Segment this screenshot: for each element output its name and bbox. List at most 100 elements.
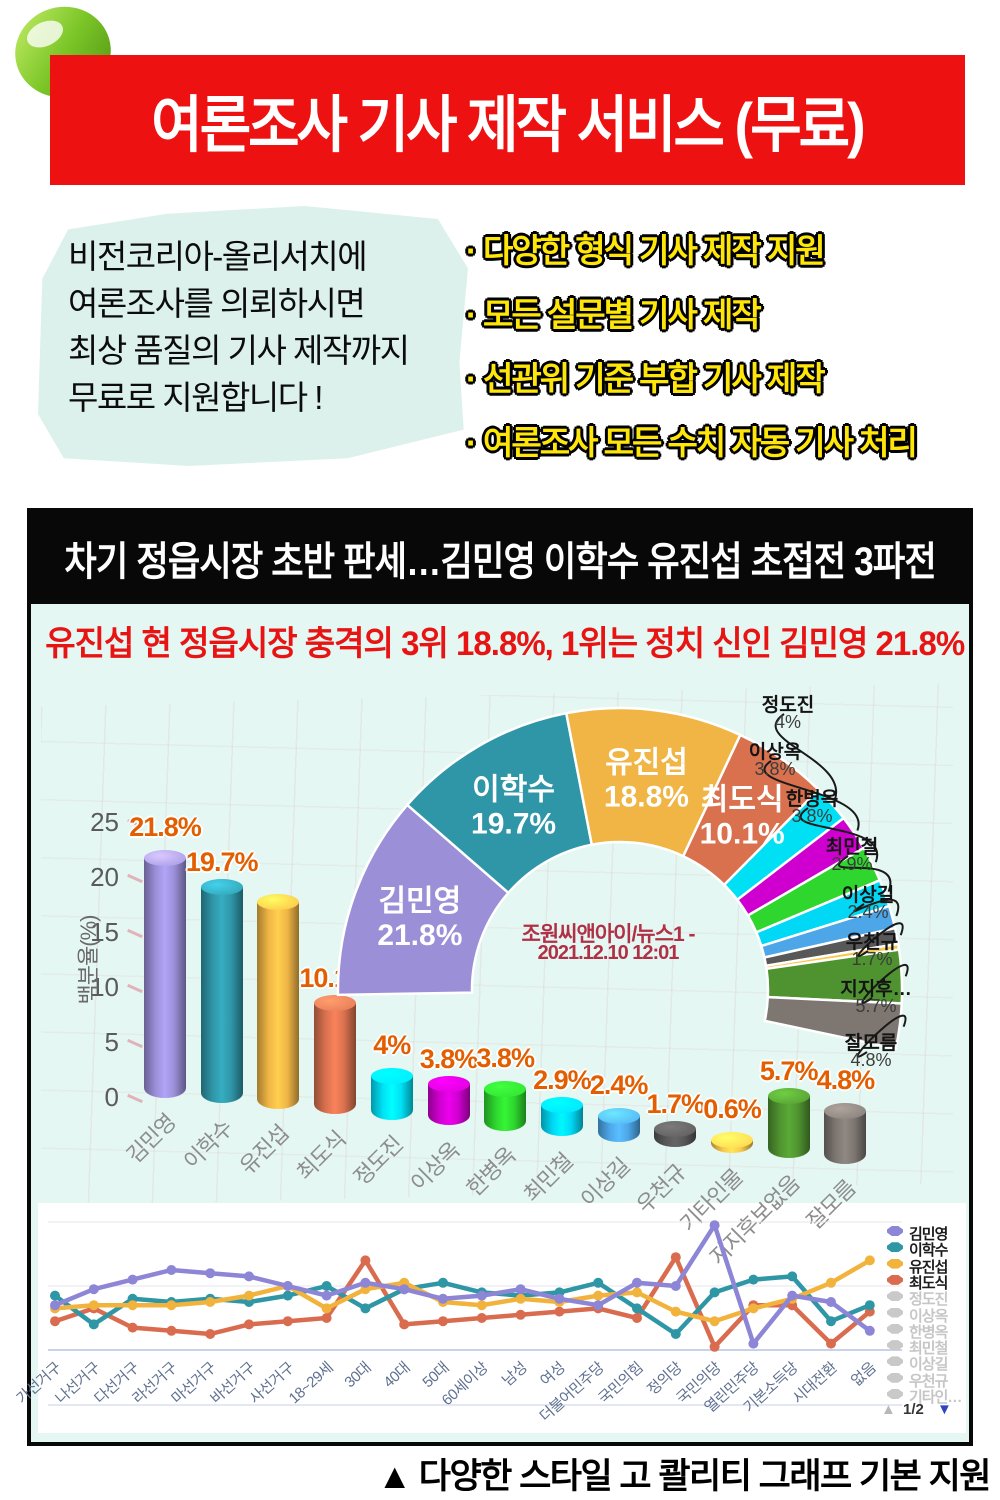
line-series-marker xyxy=(88,1319,99,1330)
line-series-marker xyxy=(748,1274,759,1285)
line-series-marker xyxy=(360,1303,371,1314)
legend-page-indicator: 1/2 xyxy=(903,1401,924,1418)
line-series-marker xyxy=(127,1274,138,1285)
line-series-marker xyxy=(632,1287,642,1298)
bar-cylinder xyxy=(824,1111,867,1164)
callout-value: 3.8% xyxy=(791,806,833,826)
callout-line xyxy=(853,898,900,917)
callout-value: 2.9% xyxy=(831,854,873,874)
callout-line xyxy=(857,922,904,958)
bar-cylinder-top xyxy=(824,1103,867,1120)
bullet-dot-icon: · xyxy=(466,296,477,333)
legend-marker-icon[interactable] xyxy=(887,1389,903,1399)
service-banner-title: 여론조사 기사 제작 서비스 (무료) xyxy=(151,90,866,160)
line-series-marker xyxy=(709,1287,720,1298)
line-series-marker xyxy=(282,1290,293,1301)
bar-cylinder-top xyxy=(540,1096,583,1113)
callout-name: 지지후… xyxy=(840,979,912,1000)
line-series-marker xyxy=(50,1300,60,1311)
legend-item[interactable]: 이학수 xyxy=(909,1242,948,1260)
legend-marker-icon[interactable] xyxy=(887,1226,903,1236)
callout-name: 정도진 xyxy=(761,695,815,716)
line-series-marker xyxy=(670,1252,681,1263)
donut-slice-label: 이학수 xyxy=(472,773,555,806)
callout-value: 4% xyxy=(774,712,801,732)
line-series-marker xyxy=(826,1297,836,1307)
legend-item[interactable]: 한병옥 xyxy=(909,1323,948,1341)
legend-marker-icon[interactable] xyxy=(887,1356,903,1367)
bar-value-label: 5.7% xyxy=(759,1055,819,1086)
legend-page-up-icon[interactable]: ▲ xyxy=(881,1401,896,1418)
line-series-marker xyxy=(593,1290,604,1301)
legend-marker-icon[interactable] xyxy=(887,1323,903,1334)
legend-item[interactable]: 기타인… xyxy=(909,1389,962,1406)
bar-cylinder xyxy=(257,902,300,1109)
bubble-line: 무료로 지원합니다 ! xyxy=(68,378,323,416)
line-series-marker xyxy=(399,1284,410,1295)
line-series-marker xyxy=(554,1293,565,1304)
line-series-marker xyxy=(826,1338,836,1349)
line-series-marker xyxy=(166,1325,177,1336)
line-series-marker xyxy=(593,1277,604,1288)
legend-item[interactable]: 이상길 xyxy=(909,1356,948,1374)
legend-marker-icon[interactable] xyxy=(887,1291,903,1302)
bar-value-label: 0.6% xyxy=(703,1094,762,1124)
callout-name: 우천규 xyxy=(845,932,899,953)
donut-slice xyxy=(763,995,904,1051)
legend-page-down-icon[interactable]: ▼ xyxy=(937,1401,952,1418)
callout-value: 4.8% xyxy=(850,1050,892,1070)
y-axis-tick: 20 xyxy=(90,862,119,892)
callout-name: 잘모름 xyxy=(844,1033,898,1054)
line-series-marker xyxy=(864,1325,875,1336)
callout-line xyxy=(838,855,892,893)
line-series-marker xyxy=(826,1277,836,1288)
legend-marker-icon[interactable] xyxy=(887,1340,903,1351)
article-headline: 차기 정읍시장 초반 판세…김민영 이학수 유진섭 초접전 3파전 xyxy=(64,540,936,584)
bar-value-label: 3.8% xyxy=(476,1043,535,1074)
bar-cylinder-top xyxy=(711,1132,753,1148)
line-series xyxy=(52,1222,873,1346)
donut-slice-label: 21.8% xyxy=(377,919,462,952)
legend-item[interactable]: 최민철 xyxy=(909,1340,948,1358)
legend-item[interactable]: 유진섭 xyxy=(909,1258,948,1276)
callout-line xyxy=(763,760,860,831)
line-chart xyxy=(48,1220,902,1406)
donut-slice-label: 19.7% xyxy=(471,807,556,840)
bar-cylinder-top xyxy=(484,1081,527,1098)
line-series-marker xyxy=(476,1313,487,1323)
chart-source-line2: 2021.12.10 12:01 xyxy=(537,942,680,964)
callout-value: 3.8% xyxy=(754,759,796,779)
line-series-marker xyxy=(282,1281,293,1291)
line-series-marker xyxy=(476,1300,487,1311)
line-series-marker xyxy=(515,1309,526,1320)
line-series-marker xyxy=(88,1284,99,1295)
line-series-marker xyxy=(88,1300,99,1311)
feature-bullet: · 여론조사 모든 수치 자동 기사 처리 xyxy=(466,424,918,461)
bar-cylinder-top xyxy=(654,1120,697,1137)
line-series-marker xyxy=(670,1306,681,1317)
feature-bullet: · 모든 설문별 기사 제작 xyxy=(466,296,762,333)
line-series-marker xyxy=(864,1300,875,1311)
legend-item[interactable]: 최도식 xyxy=(909,1274,948,1292)
legend-marker-icon[interactable] xyxy=(887,1274,903,1285)
legend-item[interactable]: 우천규 xyxy=(909,1372,948,1390)
line-series-marker xyxy=(748,1303,759,1314)
line-series-marker xyxy=(166,1300,177,1311)
legend-item[interactable]: 정도진 xyxy=(909,1291,948,1309)
bar-value-label: 2.4% xyxy=(589,1069,649,1100)
legend-marker-icon[interactable] xyxy=(887,1242,903,1253)
bullet-dot-icon: · xyxy=(466,360,477,397)
line-series-marker xyxy=(670,1329,681,1339)
legend-marker-icon[interactable] xyxy=(887,1372,903,1383)
line-series-marker xyxy=(244,1290,254,1301)
legend-marker-icon[interactable] xyxy=(887,1307,903,1318)
line-series-marker xyxy=(593,1300,604,1311)
legend-marker-icon[interactable] xyxy=(887,1258,903,1269)
line-series-marker xyxy=(321,1281,332,1291)
legend-item[interactable]: 이상옥 xyxy=(909,1307,948,1325)
legend-item[interactable]: 김민영 xyxy=(909,1226,948,1243)
line-series-marker xyxy=(205,1297,216,1307)
line-series-marker xyxy=(50,1316,60,1327)
bubble-line: 최상 품질의 기사 제작까지 xyxy=(68,331,410,369)
